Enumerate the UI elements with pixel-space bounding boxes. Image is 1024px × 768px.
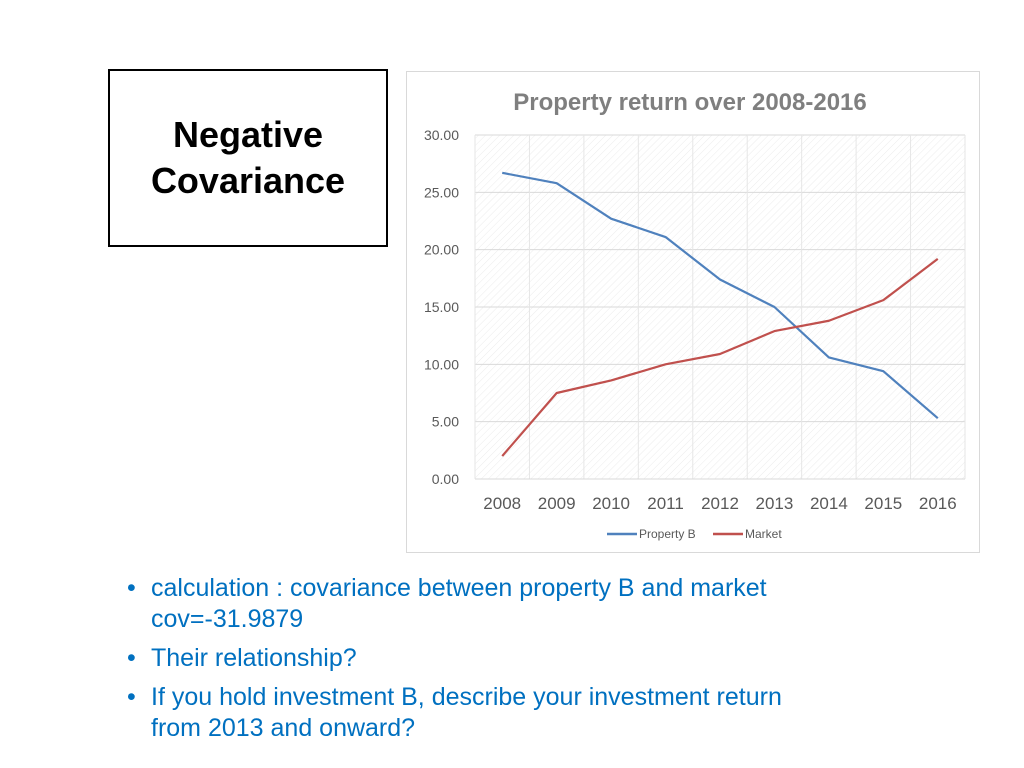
bullet-dot-icon: • [127, 574, 136, 602]
bullet-text: calculation : covariance between propert… [151, 574, 767, 602]
bullet-item: • Their relationship? [127, 643, 927, 674]
y-tick-label: 20.00 [424, 242, 459, 258]
bullet-item: • If you hold investment B, describe you… [127, 682, 927, 744]
legend-label-property-b: Property B [639, 527, 696, 541]
chart-svg: Property return over 2008-2016 0.00 5.00 10… [424, 89, 966, 541]
chart-title: Property return over 2008-2016 [513, 89, 867, 116]
x-tick-label: 2008 [483, 494, 521, 513]
y-tick-label: 0.00 [432, 471, 459, 487]
slide-title: Negative Covariance [151, 112, 345, 204]
bullet-dot-icon: • [127, 683, 136, 711]
bullet-item: • calculation : covariance between prope… [127, 573, 927, 635]
bullet-dot-icon: • [127, 644, 136, 672]
bullet-text: Their relationship? [151, 644, 357, 672]
x-tick-label: 2013 [756, 494, 794, 513]
bullet-text: If you hold investment B, describe your … [151, 683, 782, 711]
y-tick-label: 25.00 [424, 184, 459, 200]
x-tick-label: 2011 [647, 494, 684, 513]
y-tick-label: 15.00 [424, 299, 459, 315]
bullet-list: • calculation : covariance between prope… [127, 573, 927, 752]
bullet-text-continued: from 2013 and onward? [151, 714, 416, 742]
bullet-text-continued: cov=-31.9879 [151, 605, 304, 633]
slide-title-line-2: Covariance [150, 160, 346, 201]
x-tick-label: 2014 [810, 494, 848, 513]
x-tick-label: 2012 [701, 494, 739, 513]
legend-label-market: Market [745, 527, 782, 541]
slide-title-box: Negative Covariance [108, 69, 388, 247]
y-tick-label: 30.00 [424, 127, 459, 143]
x-tick-label: 2016 [919, 494, 957, 513]
y-tick-label: 5.00 [432, 414, 459, 430]
slide-title-line-1: Negative [172, 114, 324, 155]
line-chart: Property return over 2008-2016 0.00 5.00 10… [406, 71, 980, 553]
x-tick-label: 2010 [592, 494, 630, 513]
x-tick-label: 2009 [538, 494, 576, 513]
y-tick-label: 10.00 [424, 356, 459, 372]
x-tick-label: 2015 [864, 494, 902, 513]
